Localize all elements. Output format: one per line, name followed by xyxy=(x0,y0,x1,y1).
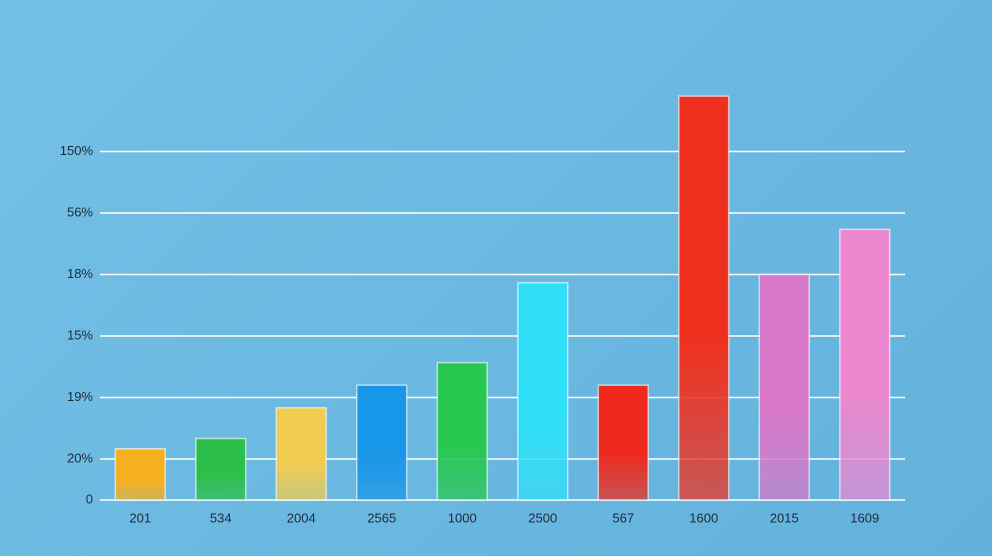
bar xyxy=(839,228,891,501)
y-tick-label: 15% xyxy=(67,327,93,342)
y-tick-label: 19% xyxy=(67,389,93,404)
x-tick-label: 1600 xyxy=(689,510,718,525)
y-tick-label: 20% xyxy=(67,450,93,465)
x-tick-label: 201 xyxy=(129,510,151,525)
y-tick-label: 0 xyxy=(86,491,93,506)
y-tick-label: 56% xyxy=(67,204,93,219)
y-tick-label: 18% xyxy=(67,266,93,281)
x-tick-label: 1609 xyxy=(850,510,879,525)
bar xyxy=(517,281,569,501)
bar xyxy=(678,95,730,501)
x-tick-label: 567 xyxy=(612,510,634,525)
x-tick-label: 2004 xyxy=(287,510,316,525)
x-tick-label: 2500 xyxy=(528,510,557,525)
bar xyxy=(275,407,327,501)
x-tick-label: 2565 xyxy=(367,510,396,525)
x-tick-label: 1000 xyxy=(448,510,477,525)
bar xyxy=(356,384,408,501)
bar xyxy=(758,273,810,501)
y-tick-label: 150% xyxy=(60,143,94,158)
bar xyxy=(436,361,488,501)
x-tick-label: 534 xyxy=(210,510,232,525)
bar xyxy=(597,384,649,501)
bar xyxy=(114,448,166,501)
bar xyxy=(195,437,247,501)
x-tick-label: 2015 xyxy=(770,510,799,525)
